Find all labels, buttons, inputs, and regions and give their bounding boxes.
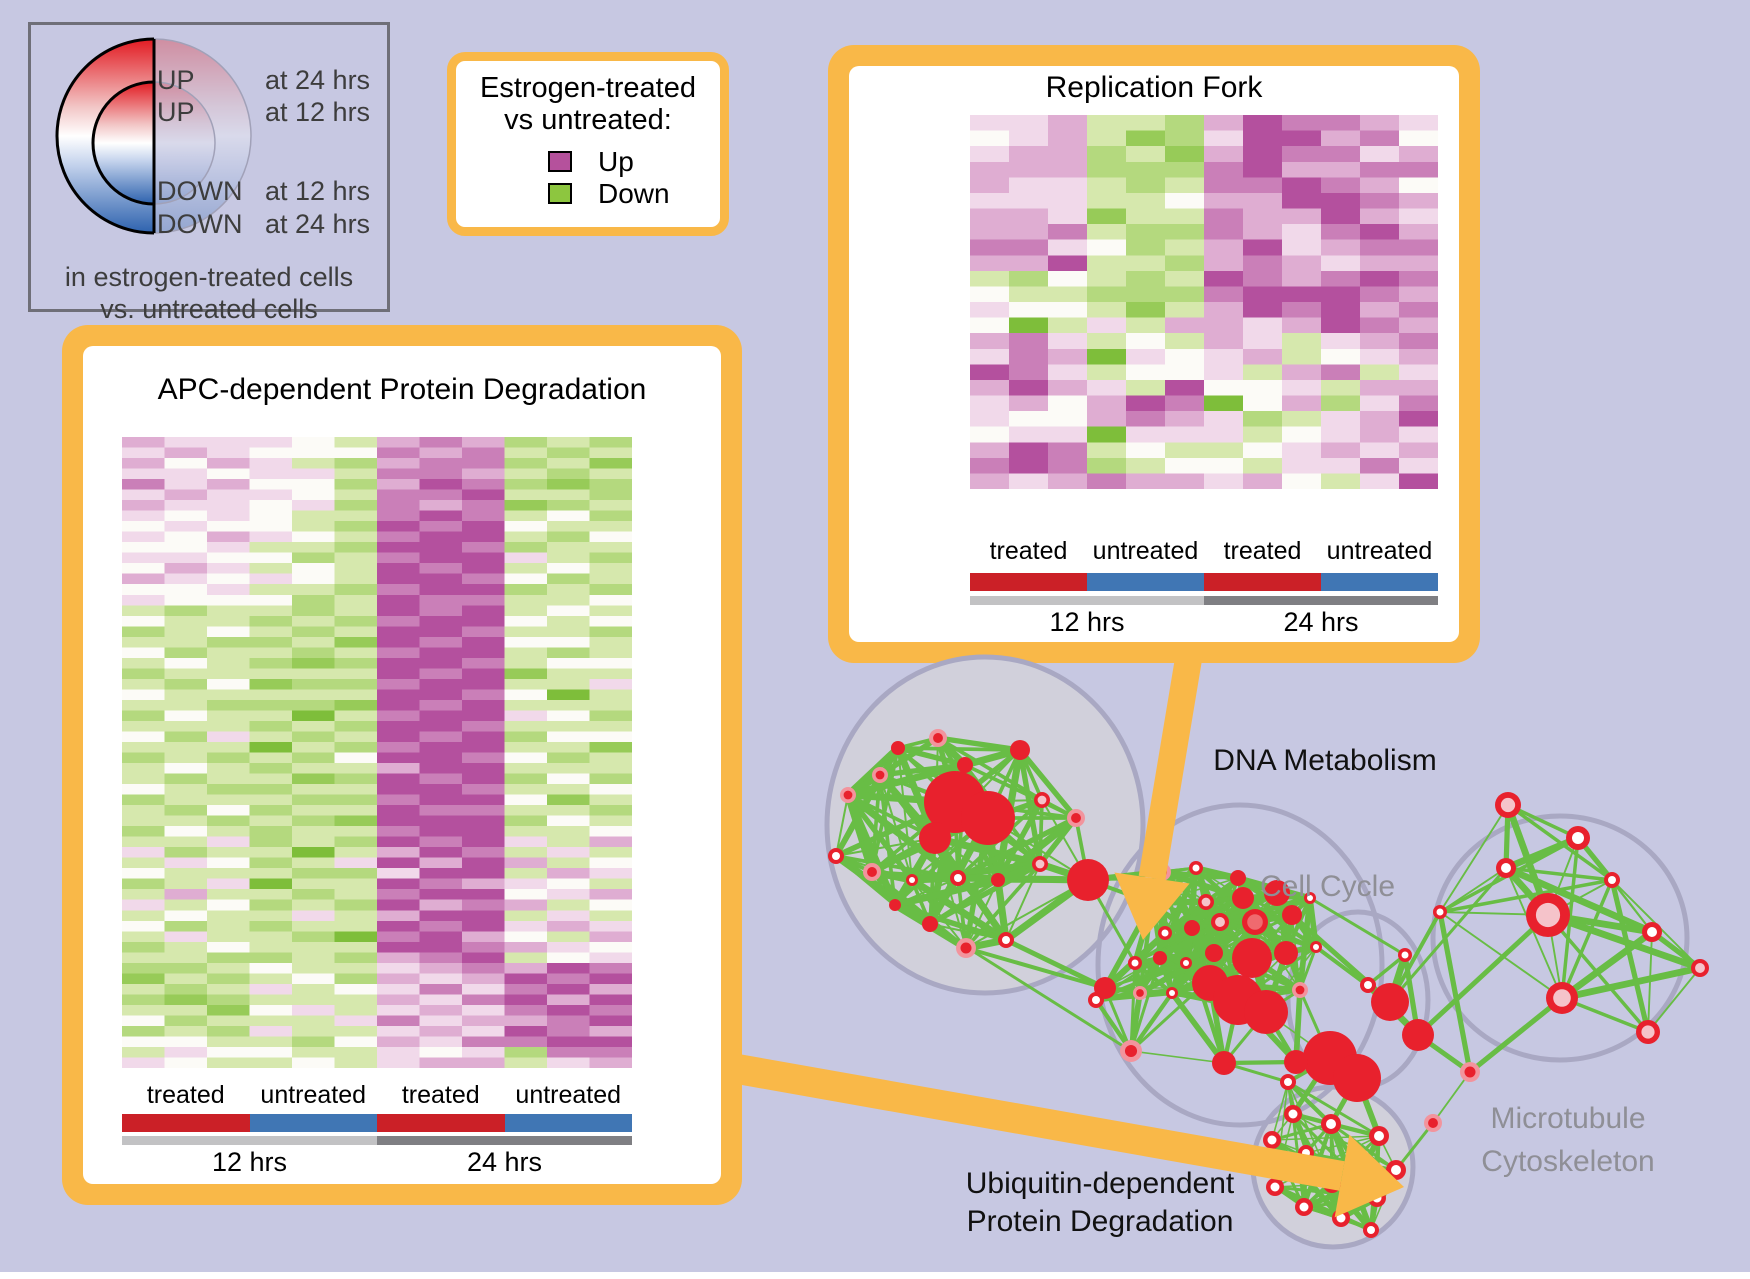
color-bar-segment <box>377 1136 632 1145</box>
color-bar-segment <box>504 1114 632 1132</box>
condition-label: treated <box>1223 537 1302 565</box>
legend-title-line1: Estrogen-treated <box>479 72 696 104</box>
condition-color-bar-apc <box>122 1114 632 1132</box>
condition-label: untreated <box>1326 537 1433 565</box>
heatmap-grid-replication-fork <box>970 115 1438 489</box>
time-label-24h: 24 hrs <box>1283 607 1359 637</box>
up-label: Up <box>598 146 634 177</box>
color-bar-segment <box>1204 573 1321 591</box>
color-bar-segment <box>249 1114 377 1132</box>
updown-legend-box: Estrogen-treated vs untreated: Up Down <box>447 52 729 236</box>
color-bar-segment <box>377 1114 505 1132</box>
condition-label: treated <box>146 1081 225 1109</box>
cluster-label-ubiquitin-line2: Protein Degradation <box>966 1205 1234 1238</box>
color-bar-segment <box>970 573 1087 591</box>
color-bar-segment <box>1204 596 1438 605</box>
panel-title-apc: APC-dependent Protein Degradation <box>157 373 647 406</box>
down-label: Down <box>598 178 670 209</box>
condition-labels-apc: treated untreated treated untreated <box>122 1081 632 1110</box>
ring-time-24b: at 24 hrs <box>265 209 371 239</box>
color-bar-segment <box>122 1114 250 1132</box>
time-color-bar-apc <box>122 1136 632 1145</box>
time-label-24h: 24 hrs <box>466 1147 543 1177</box>
time-labels-rf: 12 hrs 24 hrs <box>970 607 1438 638</box>
panel-apc-heatmap: APC-dependent Protein Degradation treate… <box>62 325 742 1205</box>
panel-replication-fork-heatmap: Replication Fork treated untreated treat… <box>828 45 1480 663</box>
ring-legend-box: UP at 24 hrs UP at 12 hrs DOWN at 12 hrs… <box>28 22 390 324</box>
color-bar-segment <box>1087 573 1204 591</box>
up-color-swatch <box>548 151 572 172</box>
time-label-12h: 12 hrs <box>211 1147 288 1177</box>
condition-labels-rf: treated untreated treated untreated <box>970 537 1438 566</box>
condition-label: untreated <box>515 1081 622 1109</box>
color-bar-segment <box>970 596 1204 605</box>
condition-label: untreated <box>1092 537 1199 565</box>
updown-ring-diagram <box>55 37 252 235</box>
network-nodes <box>828 729 1709 1238</box>
cluster-label-microtubule-line2: Cytoskeleton <box>1481 1145 1655 1178</box>
ring-time-24: at 24 hrs <box>265 65 371 95</box>
ring-caption-line2: vs. untreated cells <box>100 294 318 324</box>
condition-label: treated <box>401 1081 480 1109</box>
color-bar-segment <box>122 1136 377 1145</box>
time-color-bar-rf <box>970 596 1438 605</box>
link-arrows <box>729 647 1404 1218</box>
ring-label-down-24: DOWN <box>157 209 243 239</box>
heatmap-grid-apc <box>122 437 632 1068</box>
ring-label-down-12: DOWN <box>157 176 243 206</box>
panel-title-replication-fork: Replication Fork <box>1045 71 1263 104</box>
cluster-label-ubiquitin-line1: Ubiquitin-dependent <box>965 1167 1235 1200</box>
cluster-label-dna-metabolism: DNA Metabolism <box>1213 744 1437 777</box>
ring-time-12: at 12 hrs <box>265 97 371 127</box>
time-labels-apc: 12 hrs 24 hrs <box>122 1147 632 1178</box>
condition-label: untreated <box>260 1081 367 1109</box>
condition-color-bar-rf <box>970 573 1438 591</box>
cluster-label-cell-cycle: Cell Cycle <box>1259 870 1396 903</box>
color-bar-segment <box>1321 573 1438 591</box>
legend-title-line2: vs untreated: <box>504 104 672 136</box>
condition-label: treated <box>989 537 1068 565</box>
cluster-label-microtubule-line1: Microtubule <box>1490 1102 1646 1135</box>
ring-label-up-24: UP <box>157 65 195 95</box>
down-color-swatch <box>548 183 572 204</box>
ring-label-up-12: UP <box>157 97 195 127</box>
ring-caption-line1: in estrogen-treated cells <box>64 262 354 292</box>
ring-time-12b: at 12 hrs <box>265 176 371 206</box>
time-label-12h: 12 hrs <box>1049 607 1125 637</box>
figure-bottom-margin <box>0 1272 1750 1279</box>
